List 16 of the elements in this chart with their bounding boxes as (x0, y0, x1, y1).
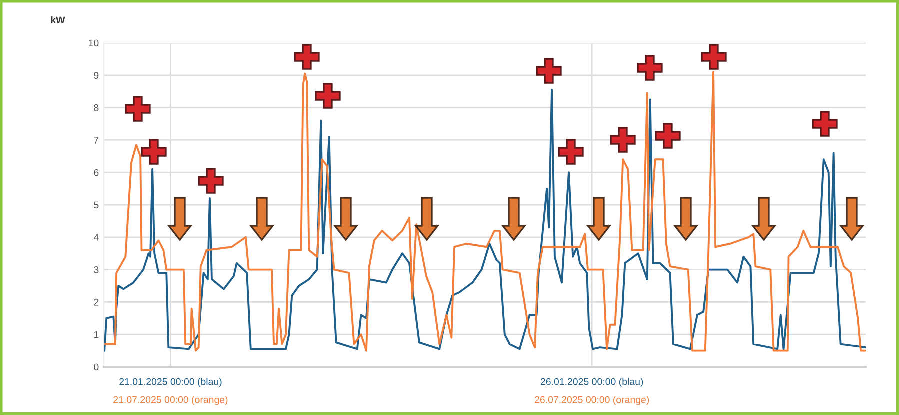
text: 21.07.2025 00:00 (orange) (114, 396, 228, 406)
y-tick-label: 6 (94, 169, 99, 176)
y-tick-label: 5 (94, 202, 99, 209)
y-tick-label: 1 (94, 331, 99, 338)
y-axis-title: kW (51, 16, 66, 24)
text: 26.07.2025 00:00 (orange) (535, 396, 650, 406)
y-tick-label: 8 (94, 104, 99, 112)
y-tick-label: 2 (94, 298, 99, 306)
x-tick-label: 21.01.2025 00:00 (blau) (120, 378, 222, 388)
y-tick-label: 7 (94, 137, 99, 144)
x-tick-label: 26.01.2025 00:00 (blau) (540, 378, 644, 388)
y-tick-label: 10 (89, 40, 99, 47)
y-tick-label: 0 (94, 364, 99, 371)
y-tick-label: 3 (94, 266, 99, 274)
y-tick-label: 9 (94, 72, 99, 80)
y-tick-label: 4 (94, 234, 99, 241)
